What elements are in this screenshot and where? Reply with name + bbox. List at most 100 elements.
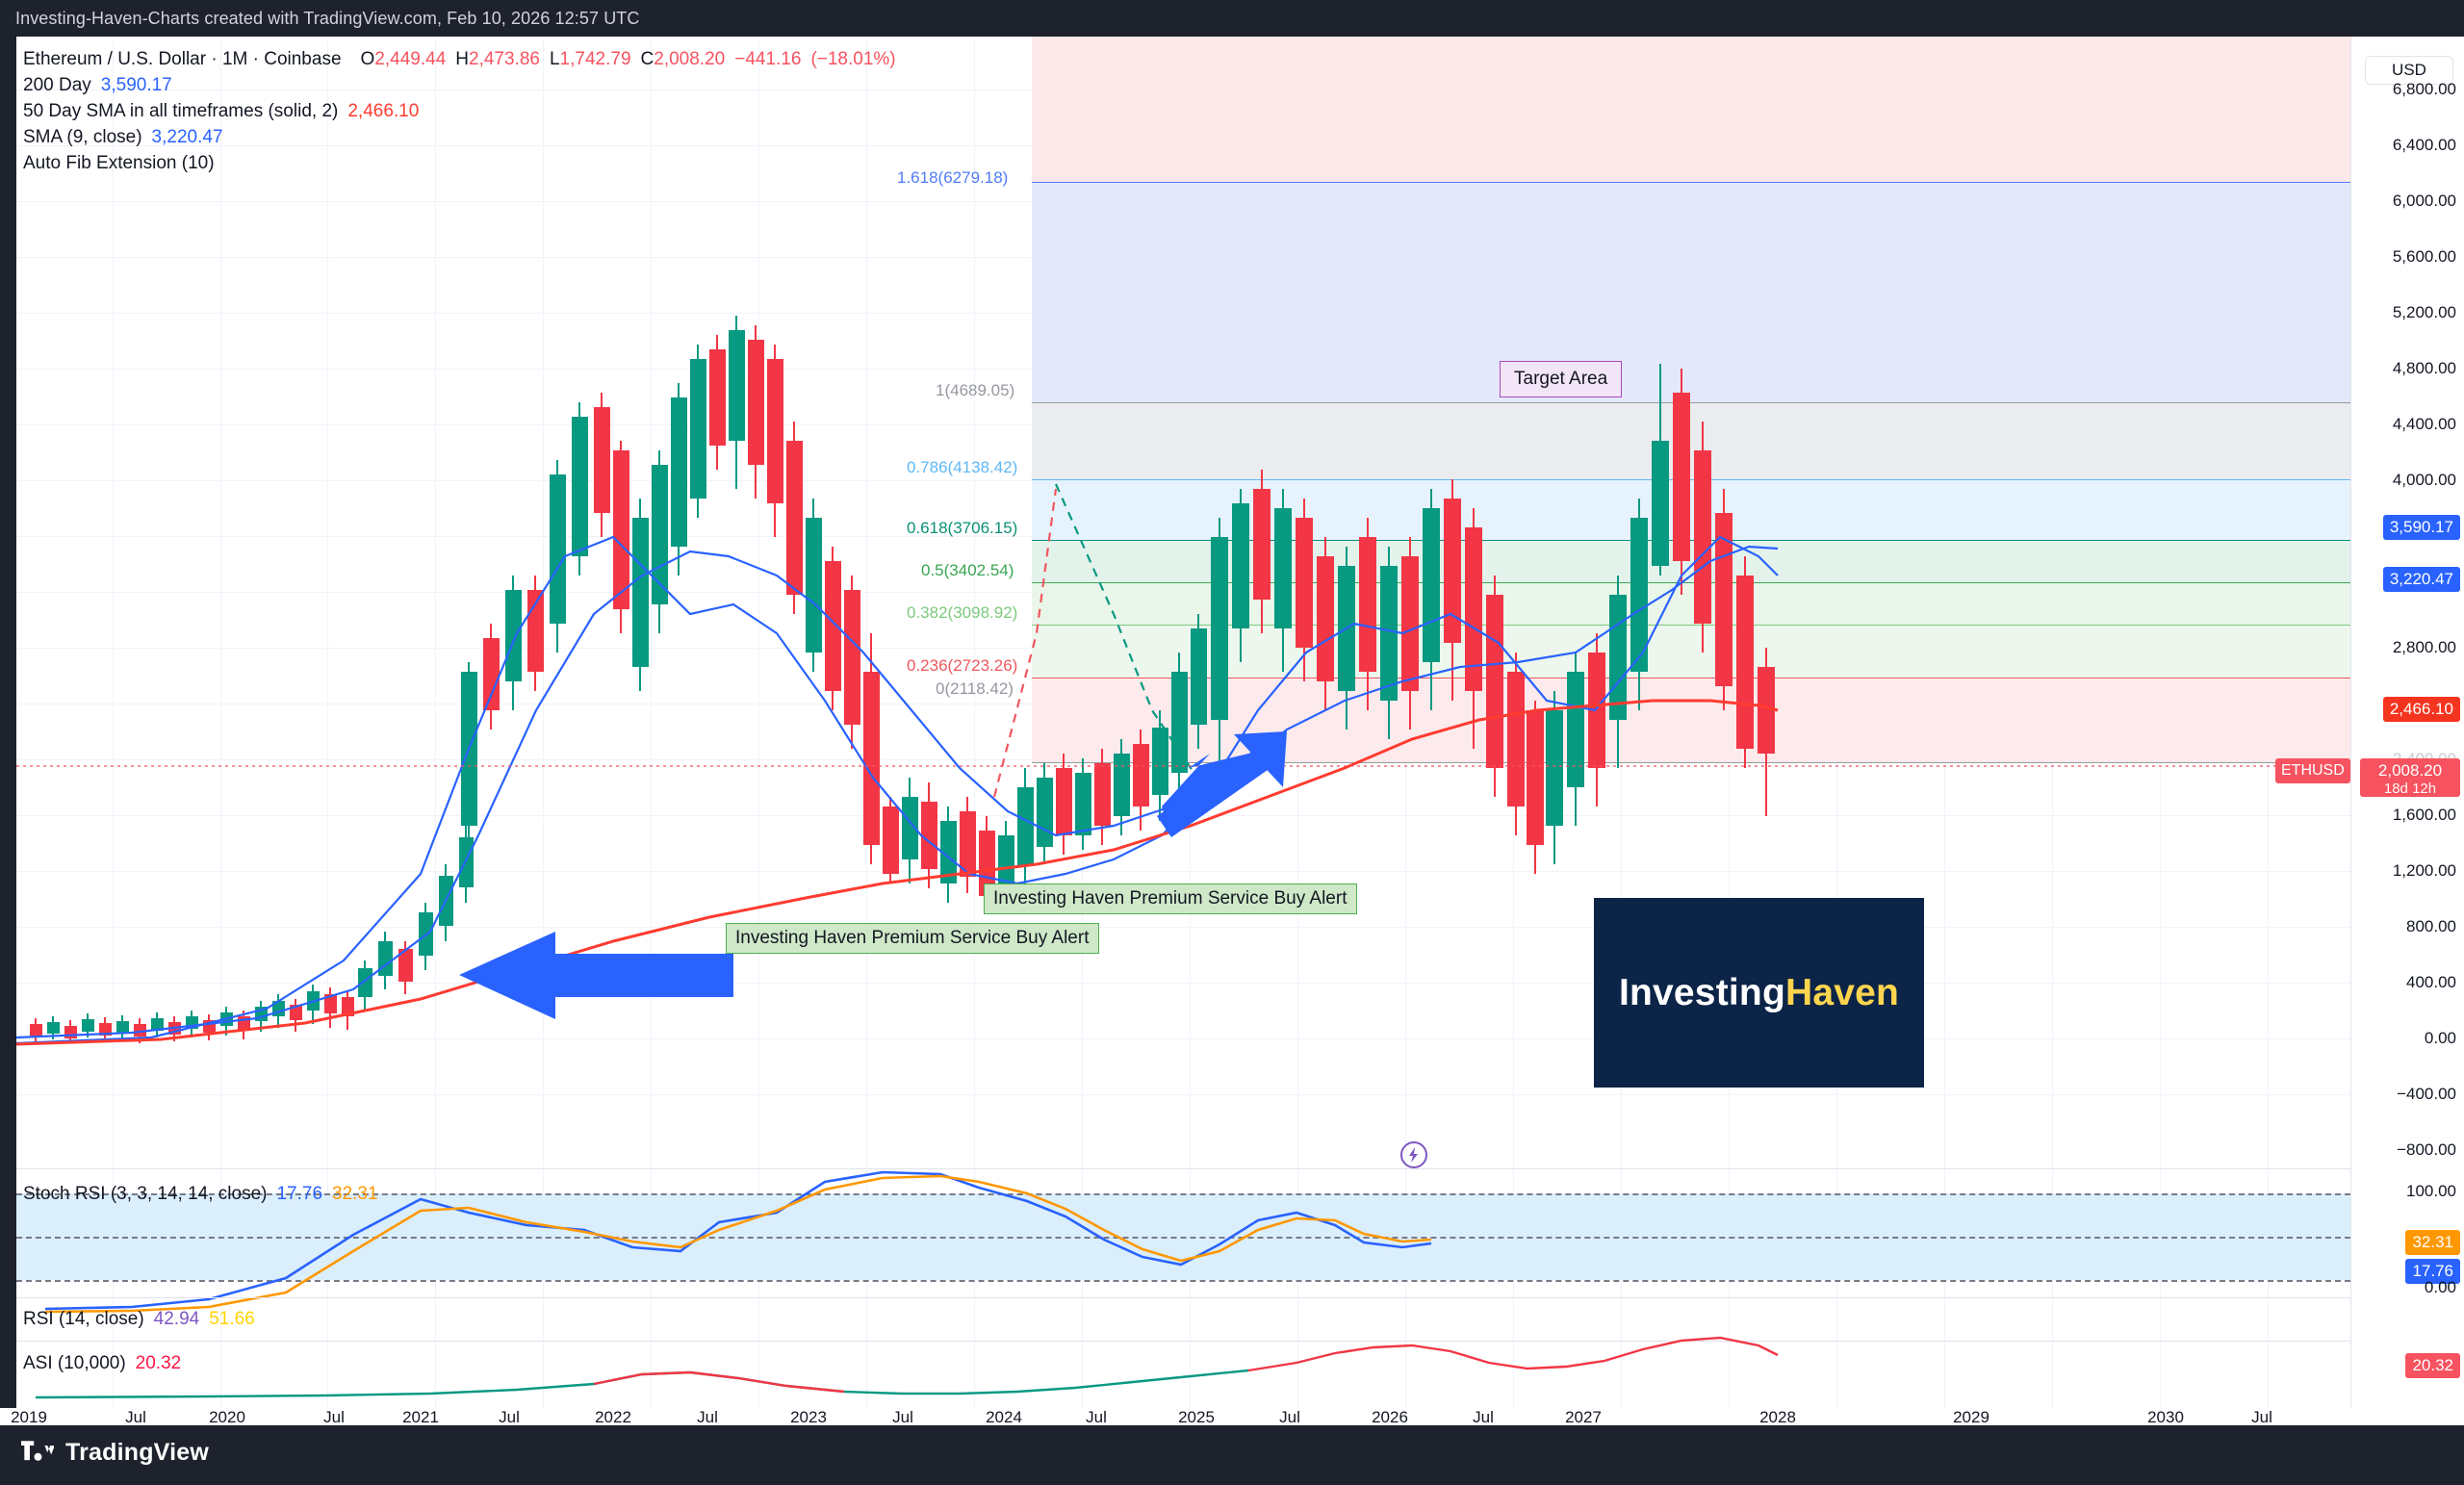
fib-label-1618: 1.618(6279.18) [897,168,1009,187]
legend-indicator-name: SMA (9, close) [23,127,142,147]
price-tick: −400.00 [2397,1085,2456,1103]
stoch-k-badge[interactable]: 17.76 [2405,1259,2460,1284]
fib-label-1: 1(4689.05) [936,381,1015,399]
last-price-badge[interactable]: 2,008.20 18d 12h [2360,758,2460,797]
target-area-label: Target Area [1514,369,1608,389]
price-tick: 4,800.00 [2392,359,2456,377]
chart-source-caption: Investing-Haven-Charts created with Trad… [15,9,640,28]
legend-close-value: 2,008.20 [654,49,726,69]
time-axis[interactable]: 2019 Jul 2020 Jul 2021 Jul 2022 Jul 2023… [0,1408,2464,1426]
rsi-value-1: 42.94 [153,1309,200,1329]
symbol-price-tag[interactable]: ETHUSD [2275,758,2350,783]
sma50-price-badge[interactable]: 2,466.10 [2382,697,2460,722]
time-tick: Jul [697,1408,718,1426]
price-scale[interactable]: USD 6,800.00 6,400.00 6,000.00 5,600.00 … [2350,37,2464,1408]
fib-label-0236: 0.236(2723.26) [907,656,1018,675]
stoch-rsi-legend[interactable]: Stoch RSI (3, 3, 14, 14, close) 17.76 32.3… [23,1184,378,1205]
stoch-rsi-k-value: 17.76 [276,1184,323,1204]
stoch-rsi-title: Stoch RSI (3, 3, 14, 14, close) [23,1184,268,1204]
legend-open-label: O [360,49,375,69]
fib-zone-0786-to-1 [1032,402,2350,479]
time-tick: Jul [323,1408,345,1426]
asi-legend[interactable]: ASI (10,000) 20.32 [23,1353,181,1374]
stoch-rsi-d-value: 32.31 [332,1184,378,1204]
target-area-annotation[interactable]: Target Area [1500,361,1623,397]
stoch-d-badge[interactable]: 32.31 [2405,1230,2460,1255]
fib-zone-0382-to-05 [1032,582,2350,625]
chart-legend: Ethereum / U.S. Dollar · 1M · Coinbase O2… [23,46,896,176]
fib-line-1618 [1032,182,2350,183]
asi-value: 20.32 [135,1353,182,1373]
time-tick: Jul [1473,1408,1494,1426]
fib-zone-0236-to-0382 [1032,625,2350,678]
fib-line-0382 [1032,625,2350,626]
fib-zone-0618-to-0786 [1032,479,2350,540]
stoch-level-mid [16,1237,2350,1239]
time-tick: 2027 [1565,1408,1602,1426]
time-tick: Jul [499,1408,520,1426]
legend-indicator-200day[interactable]: 200 Day 3,590.17 [23,72,896,98]
legend-high-value: 2,473.86 [469,49,540,69]
price-tick: 6,000.00 [2392,192,2456,210]
time-tick: 2024 [986,1408,1022,1426]
grid-line-h [16,1094,2350,1095]
sma200-price-badge[interactable]: 3,590.17 [2382,515,2460,540]
fib-zone-above-1618 [1032,37,2350,182]
fib-label-0786: 0.786(4138.42) [907,458,1018,476]
price-tick: 5,200.00 [2392,303,2456,321]
legend-symbol-row[interactable]: Ethereum / U.S. Dollar · 1M · Coinbase O2… [23,46,896,72]
sma9-price-badge[interactable]: 3,220.47 [2382,567,2460,592]
time-tick: 2030 [2147,1408,2184,1426]
pane-separator-stoch[interactable] [16,1168,2350,1169]
grid-line-h [16,983,2350,984]
fib-line-0618 [1032,540,2350,541]
bottom-status-bar: TradingView [0,1425,2464,1485]
price-tick: 0.00 [2424,1029,2456,1047]
legend-indicator-50day-sma[interactable]: 50 Day SMA in all timeframes (solid, 2) 2… [23,98,896,124]
price-tick: 4,400.00 [2392,415,2456,433]
grid-line-h [16,927,2350,928]
stoch-k-badge-text: 17.76 [2412,1262,2453,1280]
last-price-value: 2,008.20 [2377,761,2443,780]
price-tick: 400.00 [2406,973,2456,991]
price-tick: 800.00 [2406,917,2456,935]
legend-high-label: H [455,49,469,69]
rsi-legend[interactable]: RSI (14, close) 42.94 51.66 [23,1309,255,1330]
asi-badge[interactable]: 20.32 [2405,1353,2460,1378]
legend-indicator-name: 200 Day [23,75,91,95]
asi-line [35,1369,1249,1399]
time-tick: 2019 [11,1408,47,1426]
fib-label-05: 0.5(3402.54) [921,561,1014,579]
time-tick: 2026 [1372,1408,1408,1426]
tradingview-branding[interactable]: TradingView [21,1439,209,1467]
grid-line-h [16,1038,2350,1039]
legend-low-value: 1,742.79 [559,49,631,69]
time-tick: Jul [1086,1408,1107,1426]
chart-plot-area[interactable]: 1.618(6279.18) 1(4689.05) 0.786(4138.42)… [16,37,2350,1408]
legend-indicator-sma9[interactable]: SMA (9, close) 3,220.47 [23,124,896,150]
currency-pill[interactable]: USD [2365,56,2453,85]
legend-indicator-auto-fib[interactable]: Auto Fib Extension (10) [23,150,896,176]
time-tick: 2021 [402,1408,439,1426]
pane-separator-asi[interactable] [16,1341,2350,1342]
price-tick: 6,800.00 [2392,80,2456,98]
buy-alert-annotation-left[interactable]: Investing Haven Premium Service Buy Aler… [726,923,1099,954]
grid-line-h [16,815,2350,816]
time-tick: 2020 [209,1408,245,1426]
price-tick: 6,400.00 [2392,136,2456,154]
time-tick: Jul [1279,1408,1300,1426]
fib-zone-1-to-1618 [1032,182,2350,402]
buy-alert-arrow-left [459,932,733,1019]
tradingview-logo-icon [21,1440,54,1466]
rsi-title: RSI (14, close) [23,1309,144,1329]
asi-line-red [593,1336,1779,1394]
rsi-value-2: 51.66 [209,1309,255,1329]
pane-separator-rsi[interactable] [16,1297,2350,1298]
price-tick: 4,000.00 [2392,471,2456,489]
fib-zone-0-to-0236 [1032,678,2350,762]
price-tick: 2,800.00 [2392,638,2456,656]
buy-alert-annotation-right[interactable]: Investing Haven Premium Service Buy Aler… [984,883,1357,914]
time-tick: 2022 [595,1408,631,1426]
fib-label-0618: 0.618(3706.15) [907,519,1018,537]
buy-alert-label: Investing Haven Premium Service Buy Aler… [993,888,1348,909]
